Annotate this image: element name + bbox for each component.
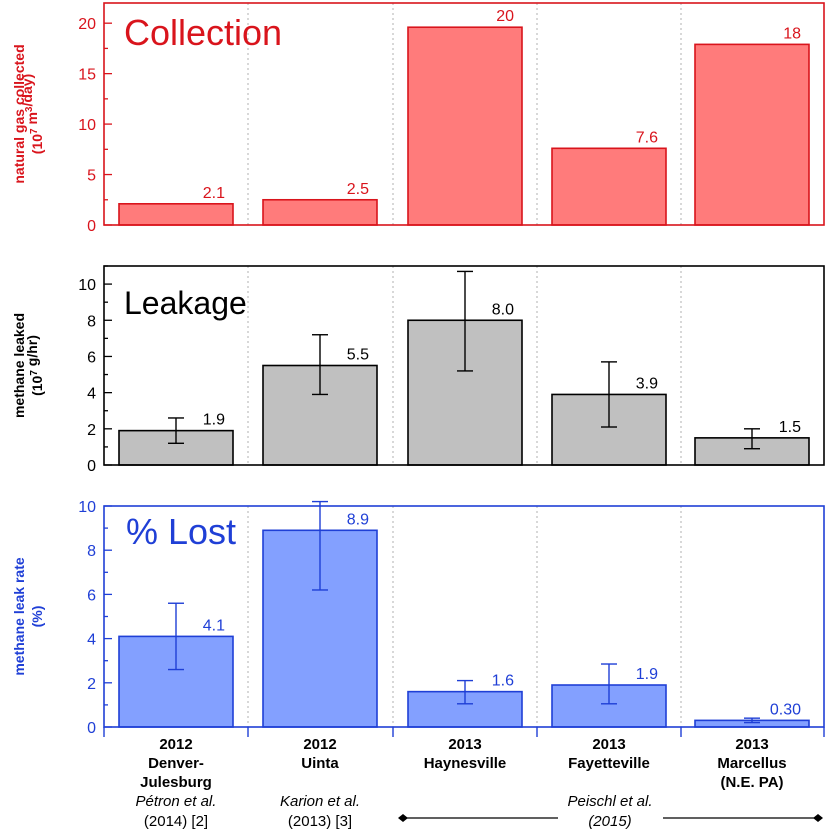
y-axis-label-line2: (107 g/hr) (24, 335, 45, 396)
bar-1 (118, 203, 234, 226)
data-label: 18 (783, 25, 801, 42)
y-tick-label: 0 (87, 458, 96, 475)
y-tick-label: 10 (78, 117, 96, 134)
x-category-4: 2013 Fayetteville (568, 736, 650, 772)
y-tick-label: 8 (87, 543, 96, 560)
y-axis-label: methane leak rate (%) (11, 557, 45, 675)
y-tick-label: 10 (78, 277, 96, 294)
panel-title: Leakage (124, 285, 247, 321)
y-tick-label: 2 (87, 422, 96, 439)
x-category-5: 2013 Marcellus (N.E. PA) (717, 736, 786, 791)
diamond-right-icon (813, 814, 823, 822)
y-tick-label: 0 (87, 218, 96, 235)
category-year: 2012 (303, 736, 336, 753)
category-name: Uinta (301, 755, 339, 772)
y-tick-label: 0 (87, 720, 96, 737)
bar-5 (694, 43, 810, 226)
category-name-line2: (N.E. PA) (720, 774, 783, 791)
panel-title: % Lost (126, 511, 236, 552)
data-label: 1.6 (492, 673, 514, 690)
reference-year: (2014) [2] (144, 813, 208, 830)
y-tick-label: 4 (87, 386, 96, 403)
data-label: 20 (496, 8, 514, 25)
category-name: Marcellus (717, 755, 786, 772)
x-category-3: 2013 Haynesville (424, 736, 507, 772)
y-tick-label: 4 (87, 632, 96, 649)
x-axis (103, 727, 825, 737)
y-tick-label: 8 (87, 313, 96, 330)
reference-author: Pétron et al. (136, 793, 217, 810)
data-label: 2.1 (203, 185, 225, 202)
reference-year: (2013) [3] (288, 813, 352, 830)
shared-reference: Peischl et al. (2015) (398, 793, 823, 830)
panel-3: 4.1 8.9 1.6 1.9 0.30 0 2 4 6 8 10 % Lost methane lea… (11, 499, 825, 737)
plot-frame (103, 265, 825, 466)
y-axis-label-line2: (107 m3/day) (19, 74, 45, 154)
data-label: 1.9 (203, 412, 225, 429)
data-label: 2.5 (347, 181, 369, 198)
y-axis-label-line1: methane leak rate (11, 557, 27, 675)
y-axis-label-line1: methane leaked (11, 313, 27, 418)
panel-1: 2.1 2.5 20 7.6 18 0 5 10 15 20 Collection natural g… (11, 2, 825, 235)
data-label: 8.9 (347, 511, 369, 528)
y-axis-label: methane leaked (107 g/hr) (11, 313, 45, 418)
data-label: 3.9 (636, 375, 658, 392)
data-label: 5.5 (347, 347, 369, 364)
bar-4 (551, 147, 667, 226)
category-name: Haynesville (424, 755, 507, 772)
reference-author: Peischl et al. (567, 793, 652, 810)
y-axis-label: natural gas collected (107 m3/day) (11, 44, 45, 183)
category-name: Fayetteville (568, 755, 650, 772)
data-label: 1.9 (636, 666, 658, 683)
data-label: 7.6 (636, 129, 658, 146)
bar-2 (262, 198, 378, 226)
y-tick-label: 6 (87, 349, 96, 366)
bar-3 (407, 26, 523, 226)
y-tick-label: 2 (87, 676, 96, 693)
plot-frame (103, 2, 825, 226)
data-label: 1.5 (779, 419, 801, 436)
category-year: 2013 (735, 736, 768, 753)
category-name: Denver- (148, 755, 204, 772)
y-axis-label-line2: (%) (29, 606, 45, 628)
x-category-2: 2012 Uinta Karion et al. (2013) [3] (280, 736, 360, 830)
y-tick-label: 20 (78, 16, 96, 33)
diamond-left-icon (398, 814, 408, 822)
panel-title: Collection (124, 12, 282, 53)
y-axis-label-line1: natural gas collected (11, 44, 27, 183)
x-category-1: 2012 Denver- Julesburg Pétron et al. (2014) … (136, 736, 217, 830)
category-name-line2: Julesburg (140, 774, 212, 791)
y-tick-label: 15 (78, 67, 96, 84)
data-label: 4.1 (203, 617, 225, 634)
reference-author: Karion et al. (280, 793, 360, 810)
reference-year: (2015) (588, 813, 631, 830)
y-tick-label: 6 (87, 587, 96, 604)
y-tick-label: 10 (78, 499, 96, 516)
panel-2: 1.9 5.5 8.0 3.9 1.5 0 2 4 6 8 10 Leakage methane lea… (11, 265, 825, 475)
category-year: 2013 (448, 736, 481, 753)
y-tick-label: 5 (87, 168, 96, 185)
category-year: 2013 (592, 736, 625, 753)
data-label: 0.30 (770, 701, 801, 718)
data-label: 8.0 (492, 301, 514, 318)
category-year: 2012 (159, 736, 192, 753)
